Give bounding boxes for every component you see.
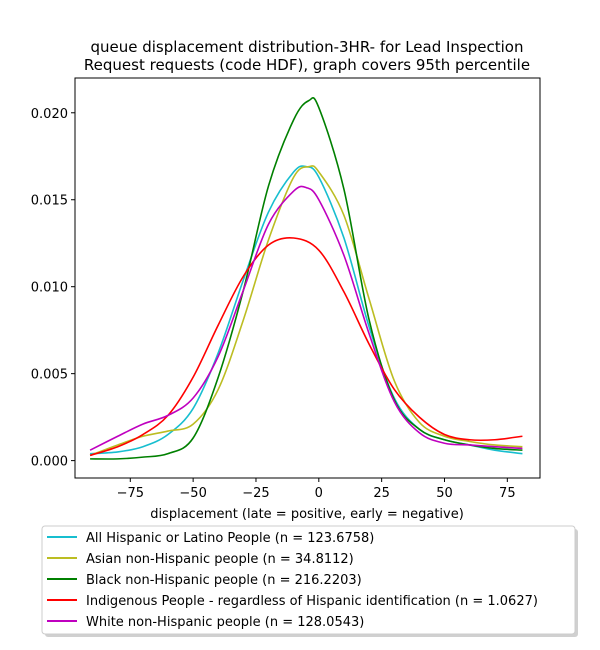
y-tick-label: 0.020 [31, 107, 68, 122]
legend-items: All Hispanic or Latino People (n = 123.6… [47, 531, 538, 630]
series-line-3 [89, 236, 523, 457]
legend-box [41, 525, 576, 635]
x-tick-label: −75 [117, 486, 144, 501]
legend-label-2: Black non-Hispanic people (n = 216.2203) [86, 573, 362, 588]
legend-label-0: All Hispanic or Latino People (n = 123.6… [86, 531, 374, 546]
series-line-0 [90, 165, 523, 455]
legend-label-1: Asian non-Hispanic people (n = 34.8112) [86, 552, 354, 567]
y-tick-label: 0.015 [31, 194, 68, 209]
y-tick-label: 0.005 [31, 368, 68, 383]
x-tick-label: −50 [179, 486, 206, 501]
y-tick-label: 0.000 [31, 455, 68, 470]
series-line-1 [89, 165, 523, 457]
series-line-4 [89, 185, 523, 451]
chart-title-line-1: queue displacement distribution-3HR- for… [90, 38, 523, 56]
x-tick-label: 25 [373, 486, 390, 501]
y-axis: 0.000 0.005 0.010 0.015 0.020 [31, 107, 75, 470]
x-tick-label: −25 [242, 486, 269, 501]
series-line-2 [90, 96, 523, 460]
legend: All Hispanic or Latino People (n = 123.6… [41, 525, 578, 637]
x-axis: −75 −50 −25 0 25 50 75 [117, 478, 516, 501]
x-axis-label: displacement (late = positive, early = n… [150, 507, 464, 522]
y-tick-label: 0.010 [31, 281, 68, 296]
plot-lines [89, 96, 523, 460]
x-tick-label: 50 [436, 486, 453, 501]
chart-title-line-2: Request requests (code HDF), graph cover… [84, 56, 530, 74]
legend-label-4: White non-Hispanic people (n = 128.0543) [86, 615, 364, 630]
x-tick-label: 0 [315, 486, 323, 501]
legend-label-3: Indigenous People - regardless of Hispan… [86, 594, 538, 609]
plot-frame [74, 77, 541, 479]
x-tick-label: 75 [499, 486, 516, 501]
